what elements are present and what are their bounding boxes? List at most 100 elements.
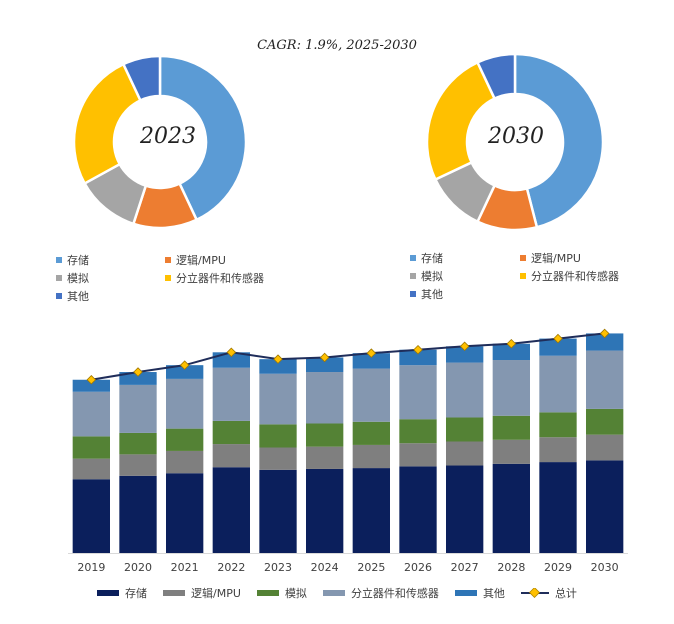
bar-2020-2	[119, 432, 157, 455]
legend-swatch	[410, 291, 416, 297]
donut-2023-center-label: 2023	[140, 124, 196, 149]
x-tick-label-2020: 2020	[124, 561, 152, 574]
donut-2030-slice-0	[513, 52, 605, 229]
bar-2021-2	[166, 428, 204, 451]
legend-label: 模拟	[421, 270, 443, 283]
bar-2026-1	[399, 443, 437, 467]
legend-label: 存储	[421, 252, 443, 265]
legend-label: 逻辑/MPU	[176, 254, 226, 267]
donut-2030-slice-4	[475, 52, 517, 101]
x-tick-label-2019: 2019	[77, 561, 105, 574]
legend-2030-item-other: 其他	[410, 286, 443, 302]
x-tick-label-2025: 2025	[357, 561, 385, 574]
total-marker-2022	[226, 347, 237, 358]
donut-2023-slice-0	[158, 54, 248, 222]
legend-swatch	[165, 275, 171, 281]
bar-2029-3	[539, 355, 577, 413]
bar-2026-0	[399, 466, 437, 553]
total-marker-2025	[366, 348, 377, 358]
legend-label: 逻辑/MPU	[191, 587, 241, 600]
bar-2026-2	[399, 419, 437, 444]
total-marker-2027	[459, 341, 470, 352]
legend-2023-item-other: 其他	[56, 288, 89, 304]
bar-2022-3	[212, 367, 250, 421]
bar-2023-3	[259, 373, 297, 425]
legend-label: 其他	[421, 288, 443, 301]
bar-2029-4	[539, 338, 577, 356]
bar-legend-item-logic: 逻辑/MPU	[163, 585, 241, 601]
total-marker-2021	[179, 360, 190, 370]
bar-2019-0	[72, 479, 110, 553]
total-marker-2030	[599, 328, 610, 339]
bar-2028-4	[492, 343, 530, 361]
bar-2019-2	[72, 436, 110, 459]
bar-2024-1	[306, 446, 344, 469]
bar-2025-1	[352, 444, 390, 469]
legend-swatch	[520, 273, 526, 279]
bar-legend-item-other: 其他	[454, 585, 505, 601]
total-marker-2029	[553, 333, 563, 344]
bar-2028-2	[492, 415, 530, 440]
bar-2030-0	[586, 460, 624, 553]
legend-swatch	[454, 590, 477, 596]
x-tick-label-2023: 2023	[264, 561, 292, 574]
legend-swatch	[56, 275, 62, 281]
bar-2025-2	[352, 421, 390, 445]
legend-label: 存储	[67, 254, 89, 267]
bar-2022-0	[212, 467, 250, 553]
legend-swatch	[97, 590, 120, 596]
bar-legend-item-total: 总计	[520, 585, 577, 601]
legend-label: 总计	[554, 587, 577, 600]
legend-2030-item-analog: 模拟	[410, 268, 443, 284]
bar-2027-4	[446, 346, 484, 363]
bar-2030-4	[586, 333, 624, 351]
bar-2022-1	[212, 444, 250, 468]
legend-swatch	[256, 590, 279, 596]
bar-2021-4	[166, 365, 204, 379]
bar-2020-4	[119, 372, 157, 385]
bar-2021-0	[166, 473, 204, 553]
bar-2030-1	[586, 434, 624, 461]
legend-label: 模拟	[284, 587, 307, 600]
legend-label: 分立器件和传感器	[350, 587, 439, 600]
total-marker-2020	[133, 367, 143, 377]
bar-2026-3	[399, 365, 437, 420]
bar-2029-2	[539, 412, 577, 438]
legend-line-marker-icon	[520, 588, 549, 598]
legend-swatch	[322, 590, 345, 596]
bar-2024-3	[306, 372, 344, 424]
donut-2023-slice-3	[72, 62, 143, 186]
legend-2023-item-discrete: 分立器件和传感器	[165, 270, 264, 286]
legend-2023-item-analog: 模拟	[56, 270, 89, 286]
bar-2028-1	[492, 439, 530, 464]
legend-label: 模拟	[67, 272, 89, 285]
bar-legend-item-storage: 存储	[97, 585, 147, 601]
bar-2024-2	[306, 423, 344, 447]
bar-2023-1	[259, 447, 297, 470]
bar-2020-3	[119, 384, 157, 433]
x-tick-label-2028: 2028	[497, 561, 525, 574]
bar-2020-1	[119, 454, 157, 476]
bar-2019-1	[72, 458, 110, 480]
bar-2027-1	[446, 441, 484, 466]
bar-2019-3	[72, 391, 110, 437]
total-marker-2026	[413, 344, 423, 355]
legend-swatch	[56, 257, 62, 263]
bar-2023-0	[259, 469, 297, 553]
bar-2021-1	[166, 450, 204, 474]
bar-2028-0	[492, 463, 530, 553]
bar-2024-0	[306, 468, 344, 553]
total-marker-2023	[273, 354, 283, 364]
legend-2030-item-discrete: 分立器件和传感器	[520, 268, 619, 284]
cagr-label: CAGR: 1.9%, 2025-2030	[257, 38, 417, 53]
bar-2022-4	[212, 352, 250, 368]
legend-2030-item-storage: 存储	[410, 250, 443, 266]
legend-swatch	[410, 273, 416, 279]
bar-legend-item-analog: 模拟	[256, 585, 307, 601]
legend-2023-item-storage: 存储	[56, 252, 89, 268]
bar-2019-4	[72, 379, 110, 392]
legend-label: 分立器件和传感器	[176, 272, 264, 285]
legend-label: 分立器件和传感器	[531, 270, 619, 283]
total-marker-2019	[86, 374, 97, 385]
